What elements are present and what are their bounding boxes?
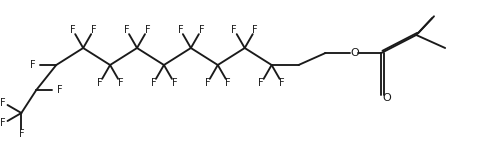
Text: F: F [30, 60, 35, 70]
Text: F: F [97, 78, 102, 88]
Text: F: F [57, 85, 63, 95]
Text: F: F [178, 25, 183, 35]
Text: F: F [118, 78, 123, 88]
Text: F: F [252, 25, 258, 35]
Text: F: F [91, 25, 97, 35]
Text: F: F [150, 78, 156, 88]
Text: F: F [124, 25, 129, 35]
Text: F: F [258, 78, 264, 88]
Text: F: F [225, 78, 231, 88]
Text: F: F [172, 78, 177, 88]
Text: O: O [382, 93, 391, 103]
Text: F: F [18, 129, 24, 139]
Text: F: F [198, 25, 204, 35]
Text: O: O [350, 48, 359, 58]
Text: F: F [232, 25, 237, 35]
Text: F: F [279, 78, 285, 88]
Text: F: F [145, 25, 150, 35]
Text: F: F [204, 78, 210, 88]
Text: F: F [0, 119, 6, 128]
Text: F: F [70, 25, 76, 35]
Text: F: F [0, 98, 6, 107]
